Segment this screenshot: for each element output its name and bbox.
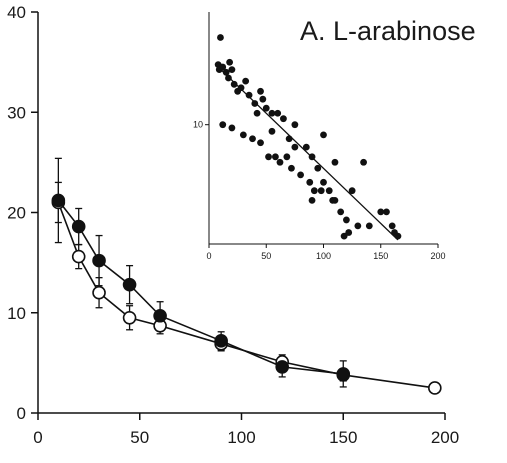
filled-point [275, 360, 290, 374]
y-tick-label: 0 [17, 404, 26, 423]
y-tick-label: 40 [7, 3, 26, 22]
inset-point [365, 222, 373, 230]
inset-point [265, 153, 272, 161]
open-point [122, 310, 137, 325]
inset-point [288, 164, 295, 172]
inset-point [237, 84, 245, 92]
x-tick-label: 50 [130, 428, 149, 447]
inset-point [285, 135, 293, 143]
filled-point [214, 334, 228, 348]
inset-point [280, 115, 287, 123]
inset-point [383, 208, 390, 216]
inset-point [253, 109, 261, 117]
inset-x-tick-label: 100 [316, 251, 331, 261]
inset-point [276, 158, 284, 166]
inset-point [308, 153, 316, 161]
y-tick-label: 30 [7, 103, 26, 122]
inset-point [222, 68, 230, 76]
inset-y-tick-label: 10 [193, 120, 203, 130]
inset-point [257, 139, 264, 147]
inset-point [239, 131, 247, 139]
inset-point [388, 222, 396, 230]
x-tick-label: 0 [33, 428, 42, 447]
inset-point [297, 171, 304, 179]
inset-point [262, 104, 270, 112]
filled-point [92, 253, 106, 268]
inset-point [249, 135, 256, 143]
inset-plot: 0 50 100 150 200 10 [193, 12, 446, 261]
filled-point [71, 219, 86, 234]
inset-point [291, 143, 299, 151]
open-point [92, 285, 106, 300]
series-line [57, 202, 435, 389]
inset-point [268, 127, 276, 135]
inset-point [306, 178, 314, 186]
inset-point [320, 178, 327, 186]
y-tick-label: 20 [7, 204, 26, 223]
inset-point [242, 77, 250, 85]
inset-point [268, 109, 276, 117]
inset-point [331, 158, 339, 166]
x-tick-label: 200 [431, 428, 459, 447]
inset-point [310, 187, 318, 195]
inset-point [230, 80, 238, 88]
inset-point [274, 109, 282, 117]
inset-point [314, 164, 322, 172]
inset-point [291, 121, 299, 129]
inset-point [228, 66, 236, 74]
inset-point [257, 87, 264, 95]
inset-point [337, 208, 345, 216]
inset-point [245, 91, 253, 99]
inset-point [226, 58, 234, 66]
inset-point [302, 143, 310, 151]
inset-point [272, 153, 279, 161]
open-point [71, 249, 86, 264]
inset-point [219, 121, 227, 129]
inset-point [340, 232, 348, 240]
inset-point [377, 208, 385, 216]
inset-point [308, 197, 316, 204]
inset-point [317, 187, 325, 195]
inset-fit-line [217, 66, 399, 241]
inset-point [225, 74, 232, 82]
inset-point [345, 229, 353, 236]
inset-x-tick-label: 150 [373, 251, 388, 261]
chart-title: A. L-arabinose [300, 16, 476, 46]
filled-point [153, 308, 167, 323]
inset-point [228, 124, 236, 132]
inset-point [348, 187, 356, 195]
inset-point [360, 158, 367, 166]
filled-point [51, 193, 66, 208]
inset-point [219, 63, 227, 71]
y-tick-label: 10 [7, 304, 26, 323]
inset-point [343, 216, 350, 224]
filled-point [336, 367, 351, 381]
inset-point [251, 100, 259, 107]
filled-point [122, 277, 137, 292]
inset-point [325, 187, 333, 195]
open-point [428, 381, 442, 395]
inset-point [320, 131, 327, 139]
inset-x-tick-label: 50 [261, 251, 271, 261]
inset-x-tick-label: 200 [430, 251, 445, 261]
inset-point [217, 34, 224, 41]
x-tick-label: 150 [329, 428, 357, 447]
x-tick-label: 100 [227, 428, 255, 447]
inset-point [283, 153, 291, 161]
inset-point [354, 222, 362, 230]
inset-point [391, 229, 398, 236]
inset-point [329, 197, 337, 204]
inset-point [259, 95, 267, 103]
inset-x-tick-label: 0 [206, 251, 211, 261]
